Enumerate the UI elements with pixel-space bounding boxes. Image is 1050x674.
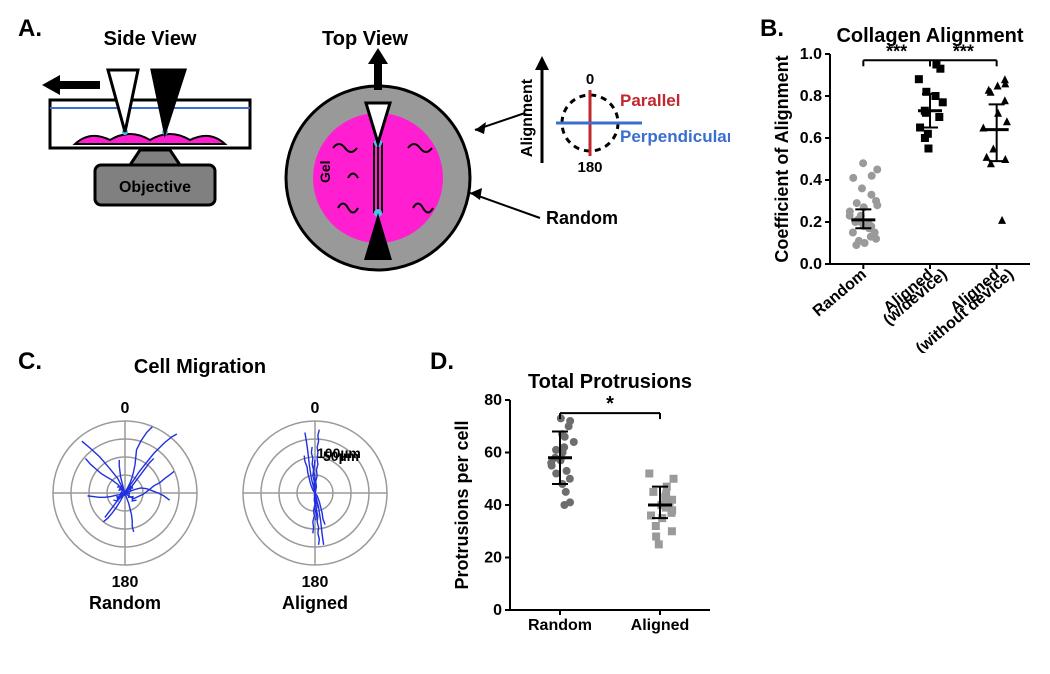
side-view-title: Side View bbox=[60, 28, 240, 51]
svg-text:0.6: 0.6 bbox=[800, 130, 822, 147]
panel-c-title: Cell Migration bbox=[70, 356, 330, 379]
parallel-label: Parallel bbox=[620, 91, 681, 110]
svg-text:Random: Random bbox=[810, 266, 870, 320]
alignment-axis-label: Alignment bbox=[519, 78, 536, 157]
panel-a-side-view: Objective bbox=[30, 50, 270, 250]
svg-text:Random: Random bbox=[528, 617, 592, 634]
svg-text:0.8: 0.8 bbox=[800, 88, 822, 105]
svg-text:20: 20 bbox=[484, 550, 502, 567]
svg-text:Coefficient of Alignment: Coefficient of Alignment bbox=[772, 55, 792, 262]
svg-text:0.0: 0.0 bbox=[800, 256, 822, 273]
panel-a-label: A. bbox=[18, 15, 42, 43]
svg-text:Aligned: Aligned bbox=[631, 617, 690, 634]
gel-label: Gel bbox=[317, 160, 333, 183]
svg-text:Aligned: Aligned bbox=[282, 593, 348, 613]
svg-text:100µm: 100µm bbox=[317, 445, 361, 461]
random-callout: Random bbox=[546, 208, 618, 228]
panel-c-label: C. bbox=[18, 348, 42, 376]
compass-top: 0 bbox=[586, 71, 594, 88]
svg-text:0.2: 0.2 bbox=[800, 214, 822, 231]
svg-text:Protrusions per cell: Protrusions per cell bbox=[452, 420, 472, 589]
svg-text:180: 180 bbox=[112, 574, 139, 591]
perpendicular-label: Perpendicular bbox=[620, 127, 730, 146]
svg-text:60: 60 bbox=[484, 445, 502, 462]
svg-text:40: 40 bbox=[484, 497, 502, 514]
svg-text:*: * bbox=[606, 393, 614, 415]
svg-text:***: *** bbox=[886, 41, 907, 61]
panel-c-chart: 0180Random0180Aligned50µm100µm bbox=[25, 378, 425, 668]
svg-text:0: 0 bbox=[311, 400, 320, 417]
svg-text:Random: Random bbox=[89, 593, 161, 613]
panel-a-top-view: Gel bbox=[278, 48, 488, 278]
compass-bottom: 180 bbox=[577, 159, 602, 176]
svg-text:0: 0 bbox=[121, 400, 130, 417]
svg-text:0.4: 0.4 bbox=[800, 172, 822, 189]
panel-d-chart: Total Protrusions 0 20 40 60 80 Protrusions pe… bbox=[430, 360, 750, 660]
panel-a-callouts: Random Alignment 0 180 Parallel Perpendi… bbox=[470, 48, 730, 278]
svg-text:1.0: 1.0 bbox=[800, 46, 822, 63]
svg-text:80: 80 bbox=[484, 392, 502, 409]
svg-text:180: 180 bbox=[302, 574, 329, 591]
svg-text:***: *** bbox=[953, 41, 974, 61]
svg-text:0: 0 bbox=[493, 602, 502, 619]
objective-label: Objective bbox=[119, 179, 191, 196]
svg-text:Collagen Alignment: Collagen Alignment bbox=[836, 25, 1023, 47]
svg-text:Total Protrusions: Total Protrusions bbox=[528, 371, 692, 393]
panel-b-chart: Collagen Alignment 0.0 0.2 0.4 0.6 0.8 1.0 Coef… bbox=[760, 18, 1050, 353]
